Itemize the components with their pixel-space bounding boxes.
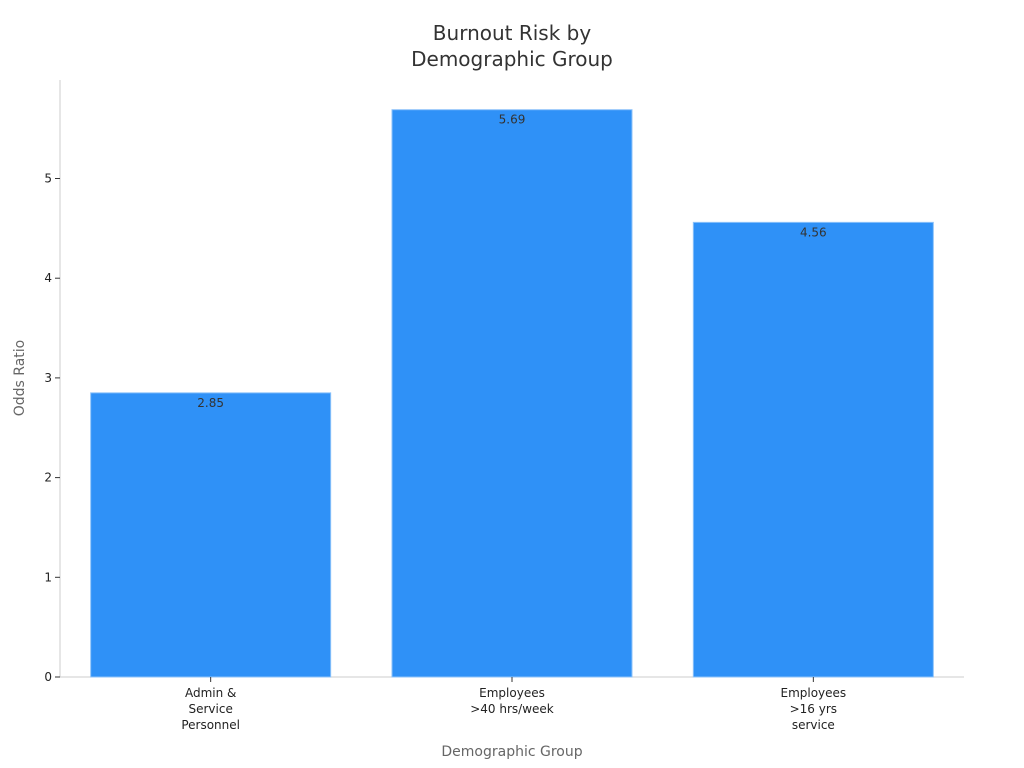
y-tick-label: 3: [44, 371, 52, 385]
x-tick-label-line: service: [792, 718, 835, 732]
x-axis-label: Demographic Group: [441, 744, 582, 760]
bar: [90, 392, 332, 678]
y-axis-label: Odds Ratio: [12, 340, 28, 416]
chart-title-line-2: Demographic Group: [411, 47, 613, 71]
x-axis-ticks: Admin & Service Personnel Employees >40 hrs/…: [181, 677, 846, 732]
x-tick-label-line: Personnel: [181, 718, 240, 732]
x-tick-label-line: >40 hrs/week: [470, 702, 554, 716]
bar-value-label: 4.56: [800, 225, 827, 239]
y-tick-label: 5: [44, 172, 52, 186]
y-tick-label: 2: [44, 471, 52, 485]
chart-title-line-1: Burnout Risk by: [433, 21, 592, 45]
bar: [692, 221, 934, 678]
x-tick-label: Admin & Service Personnel: [181, 686, 240, 732]
x-tick-label-line: Admin &: [185, 686, 236, 700]
x-tick-label: Employees >16 yrs service: [780, 686, 846, 732]
x-tick-label-line: >16 yrs: [790, 702, 837, 716]
y-tick-label: 1: [44, 570, 52, 584]
y-tick-label: 0: [44, 670, 52, 684]
x-tick-label-line: Service: [188, 702, 232, 716]
x-tick-label-line: Employees: [479, 686, 545, 700]
x-tick-label-line: Employees: [780, 686, 846, 700]
bars-group: 2.85 5.69 4.56: [90, 109, 934, 678]
bar-value-label: 5.69: [499, 113, 526, 127]
bar: [391, 109, 633, 678]
x-tick-label: Employees >40 hrs/week: [470, 686, 554, 716]
bar-value-label: 2.85: [197, 396, 224, 410]
y-tick-label: 4: [44, 271, 52, 285]
y-axis-ticks: 0 1 2 3 4 5: [44, 172, 60, 684]
